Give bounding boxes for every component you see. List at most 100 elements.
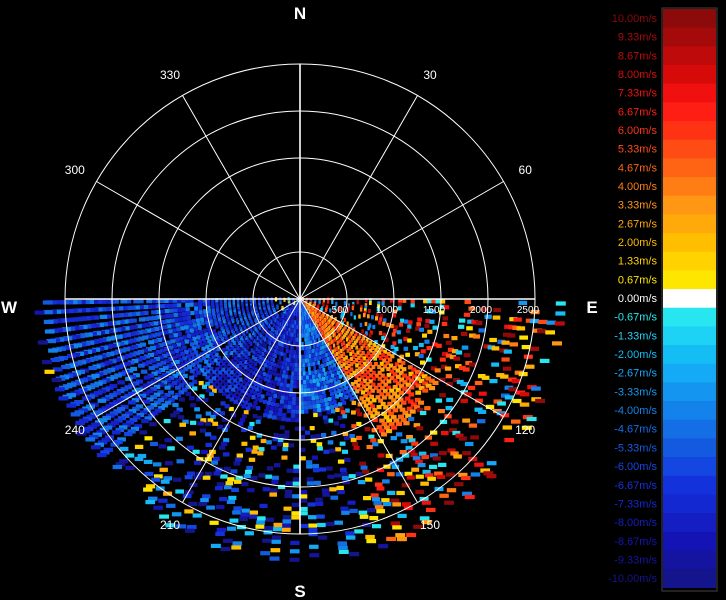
velocity-cell: [314, 298, 317, 304]
velocity-cell: [317, 347, 321, 352]
velocity-cell: [325, 353, 328, 358]
legend-swatch: [663, 83, 716, 103]
velocity-cell: [303, 392, 308, 397]
velocity-cell: [377, 370, 382, 375]
velocity-cell: [133, 299, 140, 304]
velocity-cell: [296, 375, 300, 380]
velocity-cell: [150, 387, 157, 392]
velocity-cell: [324, 338, 328, 343]
velocity-cell: [238, 421, 244, 426]
velocity-cell: [211, 370, 217, 375]
velocity-cell: [177, 415, 185, 420]
velocity-cell: [331, 359, 334, 364]
velocity-cell: [124, 299, 132, 304]
velocity-cell: [436, 343, 442, 348]
velocity-cell: [351, 424, 357, 429]
velocity-cell: [159, 304, 165, 309]
velocity-cell: [330, 373, 335, 378]
velocity-cell: [252, 414, 258, 419]
velocity-cell: [421, 500, 431, 505]
velocity-cell: [344, 457, 351, 462]
velocity-cell: [240, 389, 245, 394]
velocity-cell: [185, 385, 191, 390]
velocity-cell: [447, 448, 456, 453]
velocity-cell: [280, 351, 283, 356]
velocity-cell: [318, 337, 321, 342]
velocity-cell: [242, 385, 247, 390]
velocity-cell: [382, 389, 388, 394]
velocity-cell: [229, 370, 234, 375]
velocity-cell: [306, 477, 314, 482]
velocity-cell: [338, 355, 341, 360]
velocity-cell: [404, 471, 413, 476]
velocity-cell: [398, 298, 402, 303]
velocity-cell: [283, 365, 287, 370]
velocity-cell: [342, 340, 346, 345]
velocity-cell: [254, 317, 257, 322]
velocity-cell: [185, 298, 190, 303]
velocity-cell: [92, 347, 101, 352]
velocity-cell: [229, 375, 234, 381]
velocity-cell: [114, 418, 123, 423]
velocity-cell: [208, 385, 214, 390]
velocity-cell: [318, 364, 322, 369]
velocity-cell: [355, 363, 359, 368]
velocity-cell: [241, 329, 244, 334]
velocity-cell: [293, 468, 300, 474]
velocity-cell: [257, 383, 261, 388]
legend-swatch: [663, 513, 716, 533]
velocity-cell: [188, 324, 193, 329]
velocity-cell: [313, 365, 316, 370]
velocity-cell: [130, 366, 138, 371]
velocity-cell: [346, 535, 356, 540]
velocity-cell: [298, 342, 301, 347]
velocity-cell: [537, 329, 547, 334]
velocity-cell: [256, 433, 263, 438]
velocity-cell: [253, 381, 258, 387]
velocity-cell: [246, 367, 250, 372]
velocity-cell: [329, 369, 333, 374]
velocity-cell: [148, 496, 158, 501]
velocity-cell: [400, 439, 408, 444]
velocity-cell: [278, 350, 281, 356]
velocity-cell: [162, 365, 169, 370]
velocity-cell: [255, 347, 258, 352]
velocity-cell: [342, 414, 347, 419]
velocity-cell: [349, 508, 358, 513]
velocity-cell: [222, 347, 226, 353]
velocity-cell: [391, 425, 398, 430]
velocity-cell: [395, 374, 401, 379]
velocity-cell: [215, 298, 219, 303]
velocity-cell: [342, 367, 346, 372]
velocity-cell: [299, 375, 303, 380]
velocity-cell: [103, 299, 111, 304]
velocity-cell: [282, 352, 285, 357]
velocity-cell: [235, 317, 239, 322]
velocity-cell: [371, 364, 376, 370]
velocity-cell: [363, 372, 367, 378]
velocity-cell: [390, 521, 400, 526]
velocity-cell: [282, 334, 285, 339]
velocity-cell: [521, 425, 532, 430]
velocity-cell: [254, 367, 258, 372]
velocity-cell: [90, 299, 99, 304]
velocity-cell: [225, 312, 229, 317]
velocity-cell: [255, 406, 261, 411]
velocity-cell: [257, 451, 264, 456]
velocity-cell: [360, 305, 363, 310]
velocity-cell: [241, 338, 245, 343]
velocity-cell: [329, 405, 334, 410]
velocity-cell: [189, 352, 195, 357]
velocity-cell: [353, 333, 357, 339]
velocity-cell: [405, 382, 411, 387]
velocity-cell: [413, 405, 420, 410]
velocity-cell: [295, 350, 298, 355]
velocity-cell: [308, 341, 311, 346]
velocity-cell: [241, 368, 245, 373]
velocity-cell: [196, 397, 202, 402]
velocity-cell: [249, 341, 253, 346]
velocity-cell: [386, 418, 392, 423]
legend-swatch: [663, 158, 716, 178]
legend-swatch: [663, 401, 716, 421]
legend-swatch: [663, 139, 716, 159]
